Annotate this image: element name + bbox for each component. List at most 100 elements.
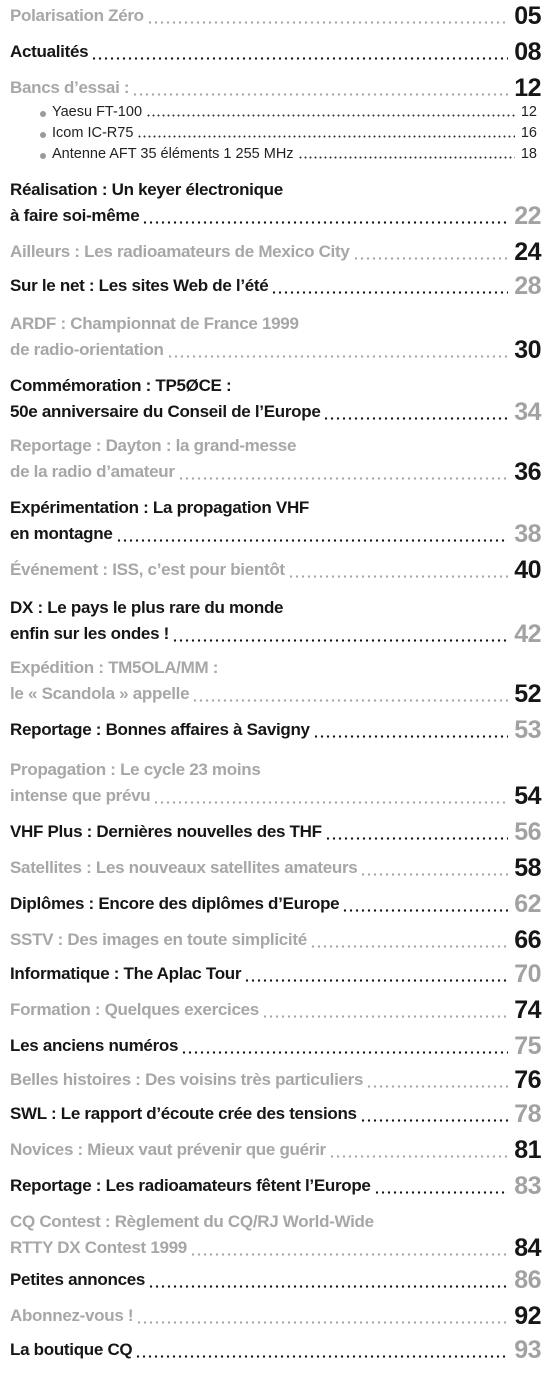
entry-title: Formation : Quelques exercices [10,1000,259,1019]
toc-entry[interactable]: Réalisation : Un keyer électronique à fai… [10,178,541,230]
page-number: 93 [514,1336,541,1364]
toc-entry[interactable]: Actualités 08 [10,38,541,66]
toc-entry[interactable]: Expérimentation : La propagation VHF en m… [10,496,541,548]
page-number: 58 [514,854,541,882]
sub-entry[interactable]: Icom IC-R75 16 [40,123,537,143]
sub-entry[interactable]: Yaesu FT-100 12 [40,102,537,122]
entry-title: Reportage : Bonnes affaires à Savigny [10,720,310,739]
entry-title: Expérimentation : La propagation VHF [10,498,310,517]
entry-title: Abonnez-vous ! [10,1306,134,1325]
toc-entry[interactable]: Satellites : Les nouveaux satellites ama… [10,854,541,882]
entry-title-continued: RTTY DX Contest 1999 [10,1238,187,1257]
toc-entry[interactable]: Bancs d’essai : 12 [10,74,541,102]
dot-leader [342,909,508,912]
dot-leader [147,21,508,24]
toc-entry[interactable]: Les anciens numéros 75 [10,1032,541,1060]
page-number: 12 [514,74,541,102]
toc-entry[interactable]: Novices : Mieux vaut prévenir que guérir… [10,1136,541,1164]
toc-entry[interactable]: Commémoration : TP5ØCE : 50e anniversaire… [10,374,541,426]
dot-leader [142,221,508,224]
toc-entry[interactable]: SWL : Le rapport d’écoute crée des tensi… [10,1100,541,1128]
page-number: 75 [514,1032,541,1060]
toc-entry[interactable]: Belles histoires : Des voisins très part… [10,1066,541,1094]
dot-leader [153,801,508,804]
page-number: 83 [514,1172,541,1200]
toc-entry[interactable]: Propagation : Le cycle 23 moins intense q… [10,758,541,810]
dot-leader [288,575,508,578]
toc-entry[interactable]: Sur le net : Les sites Web de l’été 28 [10,272,541,300]
dot-leader [360,873,508,876]
toc-entry[interactable]: Expédition : TM5OLA/MM : le « Scandola » … [10,656,541,708]
entry-title: DX : Le pays le plus rare du monde [10,598,284,617]
entry-title: Actualités [10,42,89,61]
page-number: 66 [514,926,541,954]
toc-entry[interactable]: Reportage : Dayton : la grand-messe de la… [10,434,541,486]
page-number: 22 [514,202,541,230]
dot-leader [360,1119,508,1122]
dot-leader [374,1191,508,1194]
page-number: 78 [514,1100,541,1128]
dot-leader [135,1355,508,1358]
toc-entry[interactable]: Reportage : Les radioamateurs fêtent l’E… [10,1172,541,1200]
dot-leader [366,1085,508,1088]
entry-title: Petites annonces [10,1270,146,1289]
sub-page-number: 12 [520,104,537,120]
dot-leader [178,477,508,480]
entry-title: SSTV : Des images en toute simplicité [10,930,307,949]
dot-leader [116,539,508,542]
toc-entry[interactable]: Polarisation Zéro 05 [10,2,541,30]
entry-title: CQ Contest : Règlement du CQ/RJ World-Wi… [10,1212,374,1231]
page-number: 54 [514,782,541,810]
dot-leader [329,1155,508,1158]
toc-entry[interactable]: Informatique : The Aplac Tour 70 [10,960,541,988]
entry-title: Expédition : TM5OLA/MM : [10,658,219,677]
dot-leader [298,156,515,159]
entry-title: Ailleurs : Les radioamateurs de Mexico C… [10,242,350,261]
dot-leader [353,257,508,260]
toc-entry[interactable]: DX : Le pays le plus rare du monde enfin … [10,596,541,648]
page-number: 24 [514,238,541,266]
toc-entry[interactable]: CQ Contest : Règlement du CQ/RJ World-Wi… [10,1210,541,1262]
toc-entry[interactable]: Événement : ISS, c’est pour bientôt 40 [10,556,541,584]
entry-title: Satellites : Les nouveaux satellites ama… [10,858,358,877]
page-number: 92 [514,1302,541,1330]
dot-leader [136,1321,508,1324]
sub-entry[interactable]: Antenne AFT 35 éléments 1 255 MHz 18 [40,144,537,164]
entry-title-continued: de radio-orientation [10,340,164,359]
dot-leader [271,291,508,294]
toc-entry[interactable]: SSTV : Des images en toute simplicité 66 [10,926,541,954]
dot-leader [325,837,508,840]
entry-title: Reportage : Les radioamateurs fêtent l’E… [10,1176,371,1195]
entry-title-continued: en montagne [10,524,113,543]
page-number: 81 [514,1136,541,1164]
dot-leader [146,114,515,117]
toc-entry[interactable]: Petites annonces 86 [10,1266,541,1294]
toc-entry[interactable]: La boutique CQ 93 [10,1336,541,1364]
entry-title: Belles histoires : Des voisins très part… [10,1070,364,1089]
entry-title: VHF Plus : Dernières nouvelles des THF [10,822,322,841]
sub-entry-title: Antenne AFT 35 éléments 1 255 MHz [52,146,294,162]
toc-entry[interactable]: Formation : Quelques exercices 74 [10,996,541,1024]
sub-entry-title: Yaesu FT-100 [52,104,143,120]
page-number: 70 [514,960,541,988]
toc-entry[interactable]: Reportage : Bonnes affaires à Savigny 53 [10,716,541,744]
entry-title: Événement : ISS, c’est pour bientôt [10,560,285,579]
dot-leader [310,945,508,948]
page-number: 53 [514,716,541,744]
toc-entry[interactable]: VHF Plus : Dernières nouvelles des THF 56 [10,818,541,846]
dot-leader [181,1051,508,1054]
dot-leader [167,355,508,358]
page-number: 52 [514,680,541,708]
entry-title: Polarisation Zéro [10,6,144,25]
entry-title: Réalisation : Un keyer électronique [10,180,283,199]
entry-title: Les anciens numéros [10,1036,179,1055]
toc-entry[interactable]: ARDF : Championnat de France 1999 de radi… [10,312,541,364]
page-number: 86 [514,1266,541,1294]
dot-leader [323,417,508,420]
bullet-icon [40,111,46,117]
toc-entry[interactable]: Ailleurs : Les radioamateurs de Mexico C… [10,238,541,266]
bullet-icon [40,132,46,138]
toc-entry[interactable]: Abonnez-vous ! 92 [10,1302,541,1330]
toc-entry[interactable]: Diplômes : Encore des diplômes d’Europe 6… [10,890,541,918]
